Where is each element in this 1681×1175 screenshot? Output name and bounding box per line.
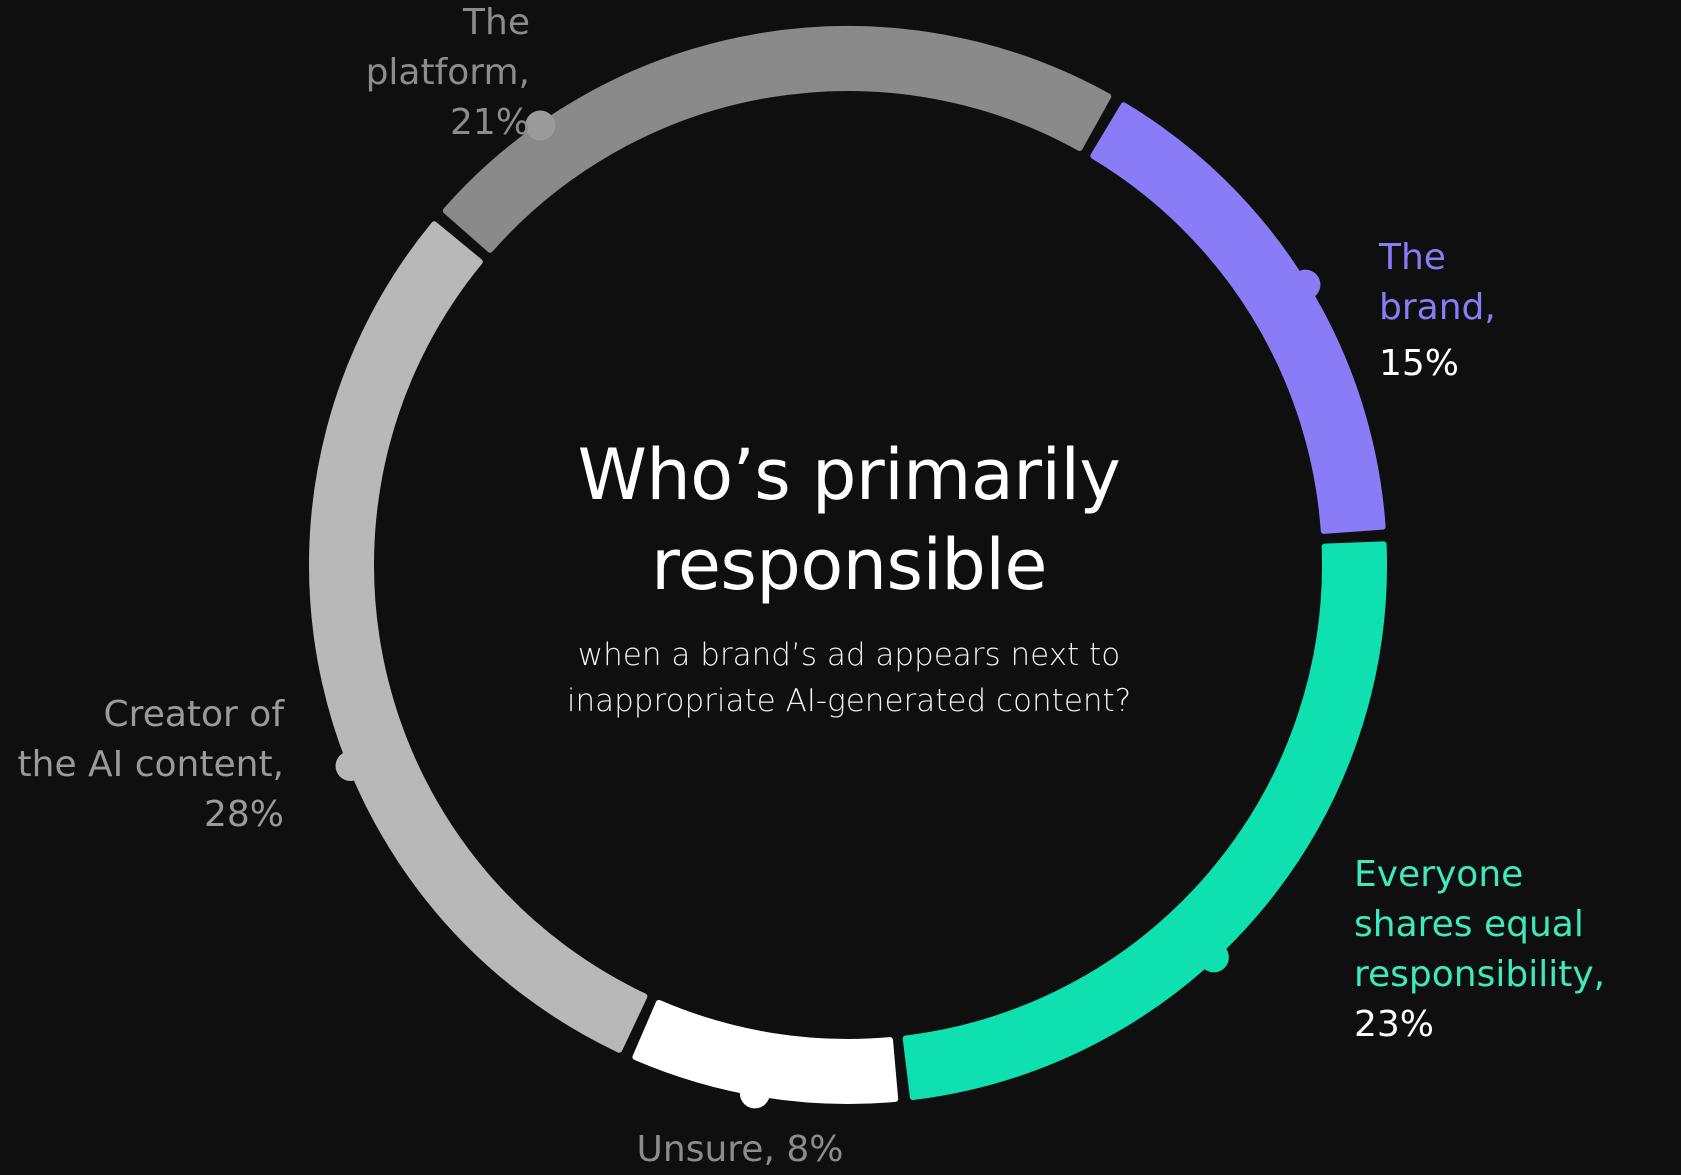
marker-dot-everyone-shares-equal-responsibility <box>1198 942 1229 973</box>
label-the-platform: The platform, 21% <box>240 0 530 148</box>
label-the-platform-pct: 21% <box>449 102 530 143</box>
label-everyone-line-3: responsibility, <box>1354 954 1606 995</box>
chart-subtitle: when a brand’s ad appears next to inappr… <box>566 637 1132 719</box>
marker-dot-the-platform <box>525 110 556 141</box>
slice-the-platform <box>442 26 1112 253</box>
label-unsure: Unsure, 8% <box>560 1125 920 1175</box>
label-everyone: Everyone shares equal responsibility, 23… <box>1354 850 1605 1050</box>
marker-dot-creator-of-the-ai-content <box>335 750 366 781</box>
marker-dot-unsure <box>739 1078 770 1109</box>
label-everyone-line-2: shares equal <box>1354 904 1584 945</box>
label-the-platform-line-2: platform, <box>365 52 530 93</box>
chart-title: Who’s primarily responsible <box>577 434 1121 606</box>
slice-creator-of-the-ai-content <box>309 221 648 1053</box>
slice-the-brand <box>1090 102 1386 534</box>
label-creator-line-2: the AI content, <box>17 744 284 785</box>
slice-everyone-shares-equal-responsibility <box>902 541 1387 1101</box>
label-everyone-line-1: Everyone <box>1354 854 1524 895</box>
label-everyone-pct: 23% <box>1354 1004 1435 1045</box>
label-creator-line-1: Creator of <box>103 694 284 735</box>
label-the-brand-line-2: brand, <box>1379 287 1496 328</box>
marker-dot-the-brand <box>1290 269 1321 300</box>
label-the-brand: The brand, 15% <box>1379 233 1496 389</box>
chart-center-text: Who’s primarily responsible when a brand… <box>549 430 1149 724</box>
label-the-platform-line-1: The <box>463 2 530 43</box>
label-creator-pct: 28% <box>203 794 284 835</box>
label-unsure-line-1: Unsure, 8% <box>636 1129 844 1170</box>
label-the-brand-pct: 15% <box>1379 343 1460 384</box>
label-creator: Creator of the AI content, 28% <box>0 690 284 840</box>
slice-unsure <box>632 999 899 1104</box>
label-the-brand-line-1: The <box>1379 237 1446 278</box>
